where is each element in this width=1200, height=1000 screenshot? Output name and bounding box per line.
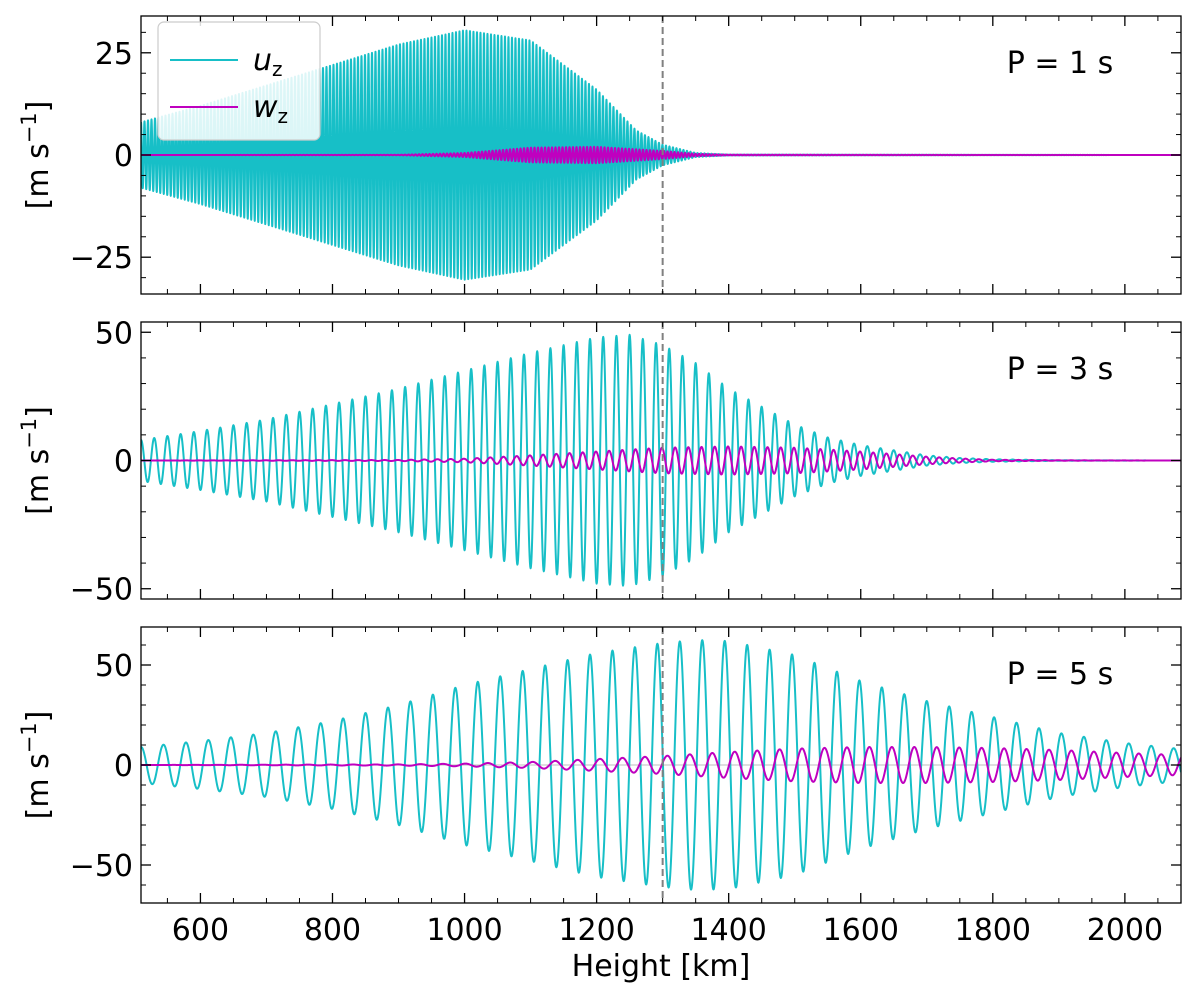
y-axis-title: [m s−1] — [17, 101, 56, 210]
y-tick-label: −25 — [70, 241, 133, 276]
series-group — [141, 29, 1181, 281]
period-label: P = 5 s — [1007, 657, 1114, 692]
y-tick-label: −50 — [70, 573, 133, 608]
y-tick-label: 50 — [95, 316, 133, 351]
x-axis-title: Height [km] — [572, 949, 751, 984]
y-tick-label: 25 — [95, 37, 133, 72]
y-tick-label: 50 — [95, 649, 133, 684]
panel-2: −50 0 50 [m s−1] P = 3 s — [17, 316, 1182, 608]
y-tick-label: 0 — [114, 749, 133, 784]
x-tick-label: 1000 — [426, 913, 502, 948]
legend-label-uz: uz — [253, 43, 283, 81]
y-axis-title: [m s−1] — [17, 406, 56, 515]
y-tick-label: 0 — [114, 139, 133, 174]
x-tick-label: 1400 — [691, 913, 767, 948]
series-wz-line — [141, 145, 1181, 165]
x-tick-label: 800 — [304, 913, 361, 948]
series-wz-line — [141, 746, 1181, 784]
y-tick-label: 0 — [114, 445, 133, 480]
period-label: P = 3 s — [1007, 352, 1114, 387]
x-tick-label: 600 — [172, 913, 229, 948]
y-axis-title: [m s−1] — [17, 711, 56, 820]
y-tick-label: −50 — [70, 849, 133, 884]
series-group — [141, 333, 1181, 587]
panel-1: −25 0 25 [m s−1] P = 1 s uz wz — [17, 15, 1182, 295]
series-group — [141, 639, 1181, 891]
series-uz-line — [141, 639, 1181, 891]
x-tick-label: 1800 — [955, 913, 1031, 948]
period-label: P = 1 s — [1007, 46, 1114, 81]
legend-box — [157, 21, 321, 141]
legend: uz wz — [157, 21, 321, 141]
panels-layer: −25 0 25 [m s−1] P = 1 s uz wz −50 0 50 [m s−1] P =… — [17, 15, 1182, 948]
legend-label-wz: wz — [253, 90, 288, 128]
series-wz-line — [141, 445, 1181, 476]
x-tick-label: 1200 — [558, 913, 634, 948]
panel-3: −50 0 50 [m s−1] P = 5 s — [17, 626, 1182, 904]
x-tick-label: 2000 — [1087, 913, 1163, 948]
x-tick-label: 1600 — [823, 913, 899, 948]
